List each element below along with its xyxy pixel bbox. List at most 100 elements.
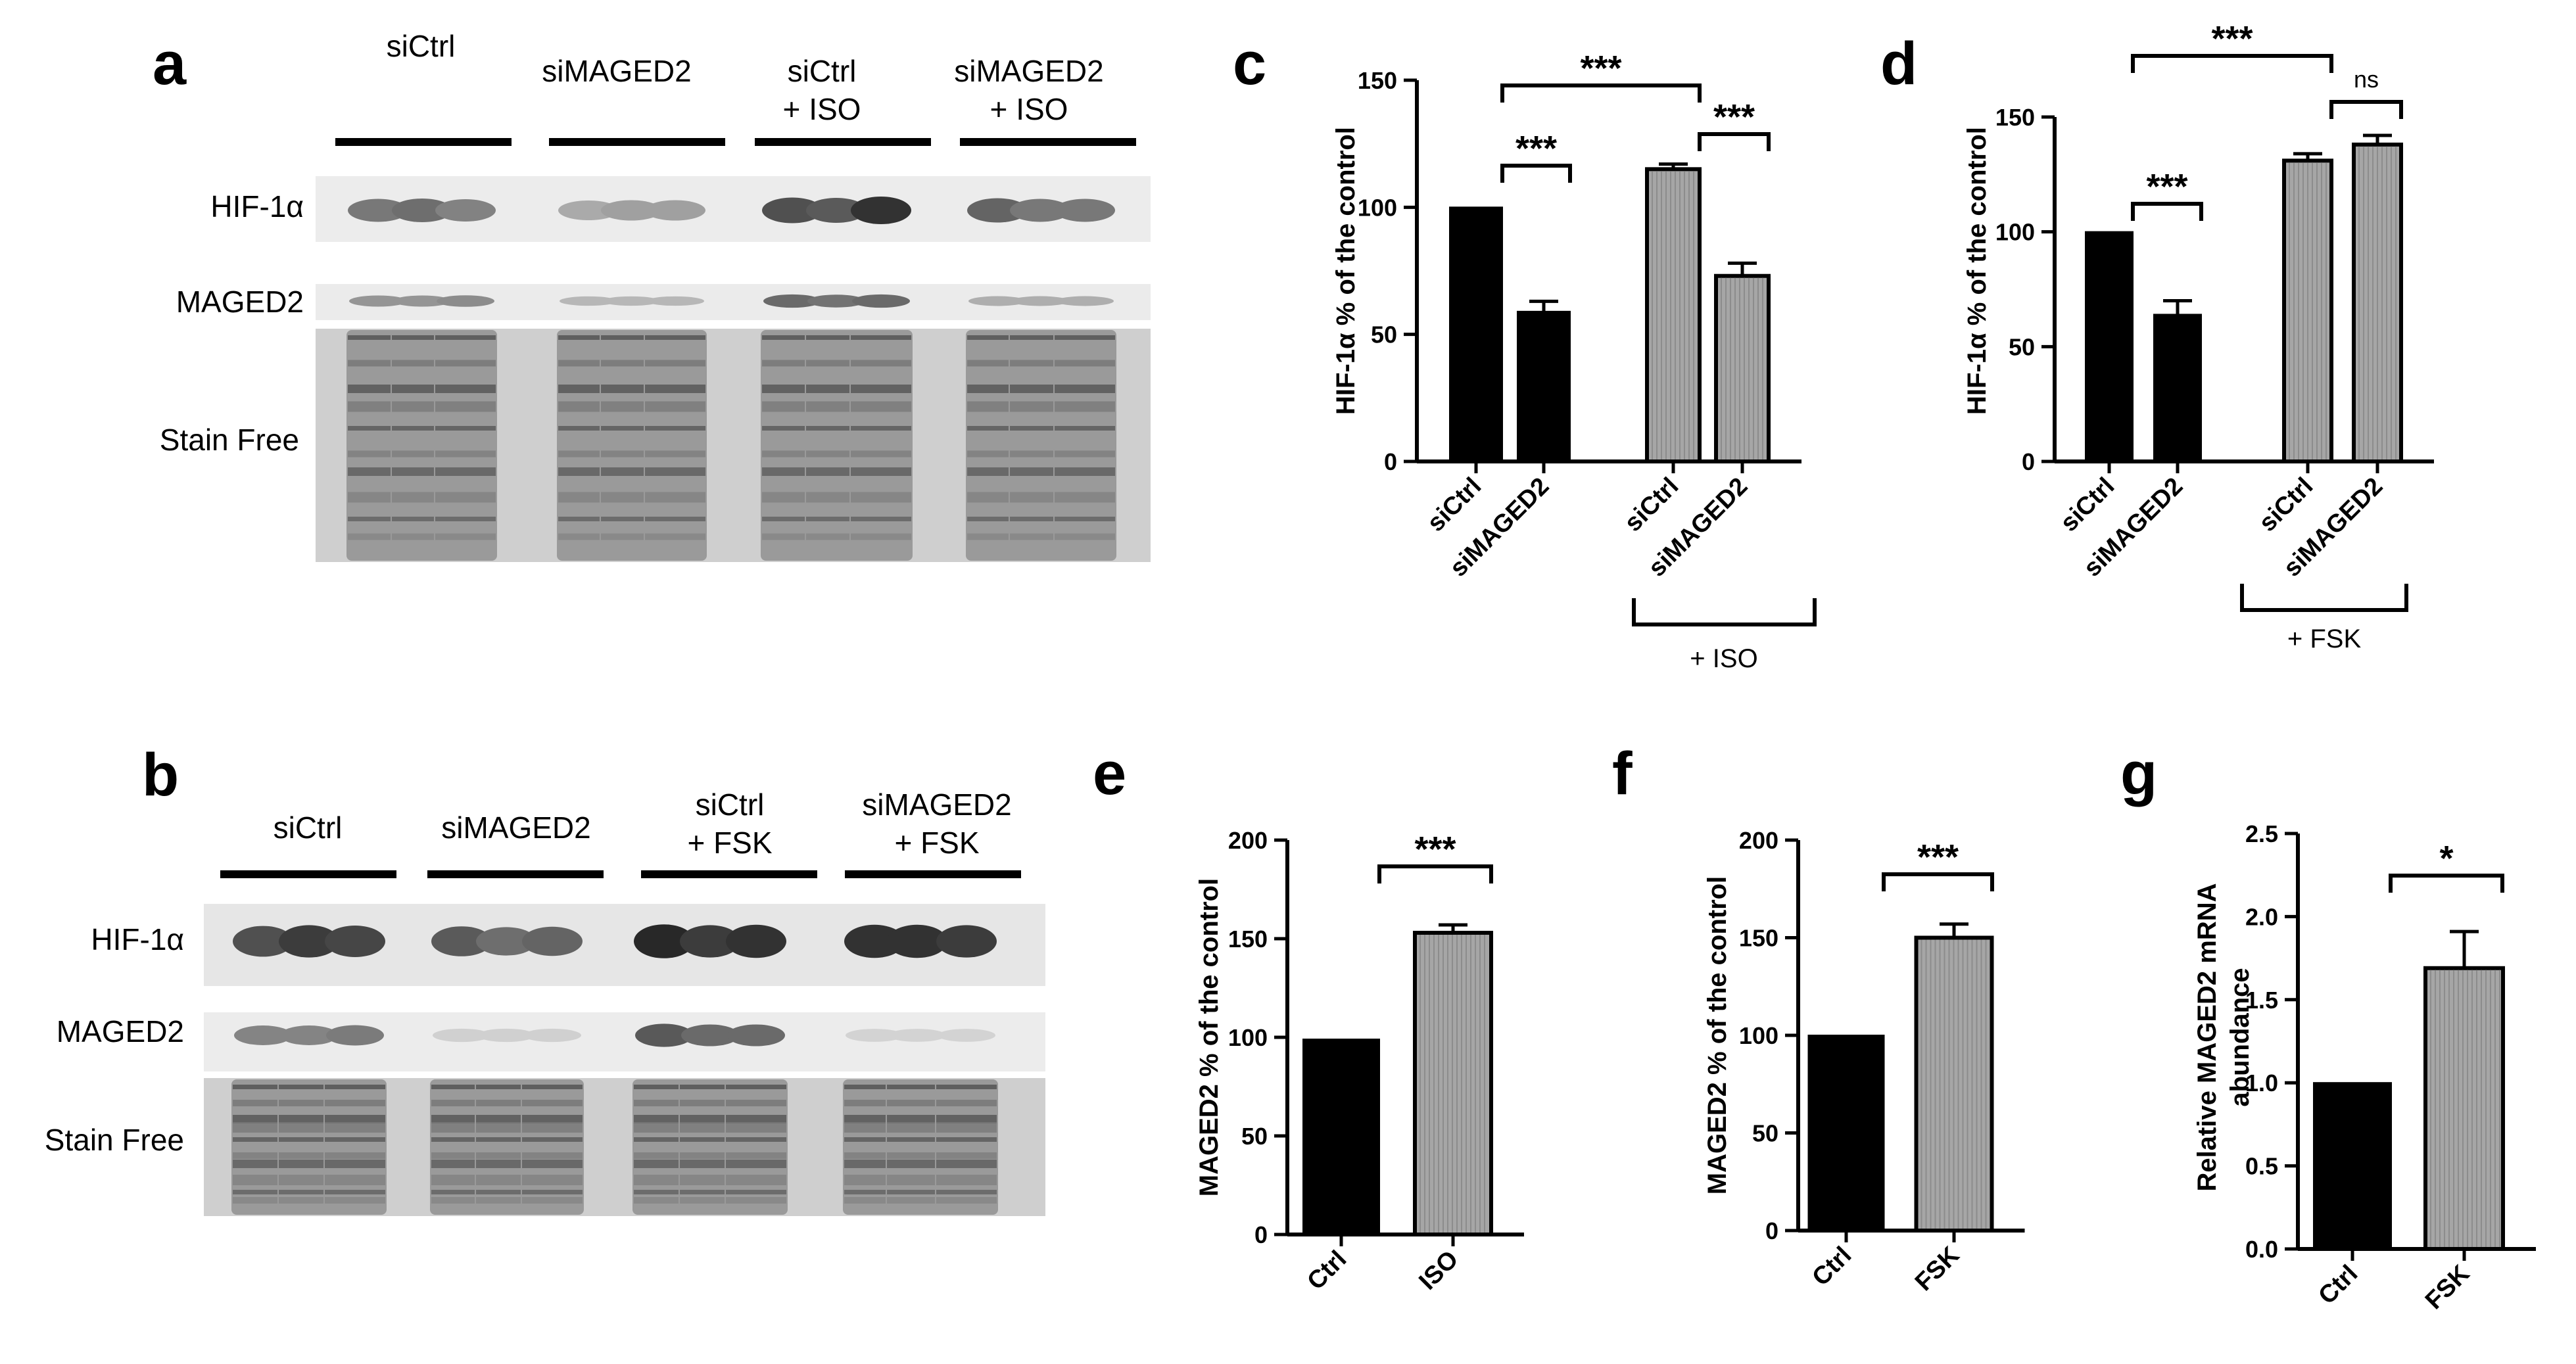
blot-a-maged2-band xyxy=(349,295,407,307)
blot-b-maged2-band xyxy=(280,1025,338,1045)
chart-g-y-label: abundance xyxy=(2226,968,2254,1106)
chart-d-sig-label: *** xyxy=(2211,19,2253,59)
chart-e-sig-label: *** xyxy=(1414,830,1456,869)
chart-g-x-tick-label: Ctrl xyxy=(2313,1260,2363,1310)
chart-d-sig-bracket xyxy=(2131,54,2333,73)
blot-a-maged2-band xyxy=(852,294,910,308)
chart-g-x-tick-label: FSK xyxy=(2420,1259,2475,1315)
blot-a-hif-band xyxy=(1010,199,1070,222)
blot-a-group-4-bar xyxy=(960,138,1136,146)
chart-c-sig-bracket xyxy=(1500,83,1702,103)
blot-a-maged2-band xyxy=(437,295,494,307)
blot-a-group-1-label: siCtrl xyxy=(387,29,456,63)
blot-b-maged2-band xyxy=(888,1029,946,1042)
blot-b-group-1-bar xyxy=(220,870,396,878)
blot-a-group-3-label-line2: + ISO xyxy=(783,92,861,126)
blot-a-maged2-band xyxy=(1011,296,1069,306)
panel-letter-e: e xyxy=(1093,740,1126,807)
chart-c-y-tick-label: 0 xyxy=(1384,448,1397,475)
chart-g-y-tick-label: 0.5 xyxy=(2245,1153,2278,1180)
blot-a-row-stainfree-label: Stain Free xyxy=(160,423,299,457)
blot-a-stainfree-image xyxy=(316,329,1151,562)
blot-b-maged2-band xyxy=(938,1029,995,1042)
blot-b-maged2-band xyxy=(635,1023,693,1047)
chart-c-bar xyxy=(1714,273,1771,463)
chart-c-y-tick-label: 100 xyxy=(1358,194,1397,221)
chart-g-y-tick-label: 2.0 xyxy=(2245,903,2278,930)
chart-g-y-tick-label: 2.5 xyxy=(2245,820,2278,847)
chart-f-bar xyxy=(1807,1035,1885,1231)
chart-e-bar xyxy=(1302,1039,1380,1235)
chart-c-x-tick-label: siCtrl xyxy=(1422,473,1487,537)
blot-b-hif-band xyxy=(279,925,339,958)
chart-e-y-tick-label: 0 xyxy=(1254,1221,1268,1248)
chart-g: g 0.0 0.5 1.0 1.5 2.0 2.5 Relative MAGED2 mRNA a… xyxy=(2120,740,2536,1315)
blot-a-hif-band xyxy=(967,198,1028,223)
blot-a-hif-band xyxy=(762,197,823,223)
chart-c: c 0 50 100 150 HIF-1α % of the control siCtrl s… xyxy=(1233,30,1817,673)
blot-a-maged2-band xyxy=(602,296,660,306)
panel-letter-g: g xyxy=(2120,740,2157,807)
chart-f-sig-label: *** xyxy=(1917,837,1959,877)
blot-b-maged2-band xyxy=(523,1028,581,1043)
panel-a: a siCtrl siMAGED2 siCtrl + ISO siMAGED2 … xyxy=(153,29,1151,562)
blot-b-row-stainfree-label: Stain Free xyxy=(45,1123,184,1157)
blot-b-maged2-band xyxy=(681,1024,739,1047)
blot-b-row-hif-label: HIF-1α xyxy=(91,922,184,956)
chart-d-y-tick-label: 150 xyxy=(1995,104,2035,131)
blot-b-hif-band xyxy=(844,924,905,958)
chart-d-sig-label: ns xyxy=(2354,66,2379,93)
chart-d-sig-bracket xyxy=(2131,202,2203,221)
chart-g-bar xyxy=(2313,1082,2392,1250)
blot-b-maged2-band xyxy=(846,1029,903,1042)
blot-b-row-maged2-label: MAGED2 xyxy=(57,1014,184,1048)
chart-f: f 0 50 100 150 200 MAGED2 % of the control Ctrl… xyxy=(1612,740,2025,1296)
blot-b-maged2-band xyxy=(477,1028,535,1043)
chart-d-y-tick-label: 100 xyxy=(1995,219,2035,246)
chart-g-y-tick-label: 1.5 xyxy=(2245,987,2278,1014)
chart-d-x-tick-label: siCtrl xyxy=(2055,473,2120,537)
chart-d-group-label: + FSK xyxy=(2287,624,2362,653)
chart-d-y-tick-label: 50 xyxy=(2009,333,2035,360)
chart-f-y-tick-label: 200 xyxy=(1739,827,1778,854)
blot-b-hif-band xyxy=(325,926,385,957)
blot-b-hif-band xyxy=(634,924,694,958)
blot-a-group-4-label-line2: + ISO xyxy=(990,92,1068,126)
chart-c-y-tick-label: 50 xyxy=(1371,321,1397,348)
blot-a-hif-band xyxy=(348,199,408,222)
blot-a-hif-band xyxy=(435,199,496,222)
chart-g-sig-bracket xyxy=(2389,874,2504,893)
blot-b-group-2-bar xyxy=(427,870,604,878)
panel-letter-c: c xyxy=(1233,30,1266,97)
blot-b-hif-band xyxy=(680,925,740,958)
chart-d-bar xyxy=(2085,231,2134,462)
chart-c-sig-label: *** xyxy=(1713,97,1755,137)
chart-e-sig-bracket xyxy=(1377,864,1493,883)
chart-d-sig-bracket xyxy=(2329,100,2403,119)
blot-b-hif-band xyxy=(726,924,786,958)
chart-c-bar xyxy=(1517,310,1571,462)
blot-b-group-3-label-line1: siCtrl xyxy=(696,788,765,822)
blot-b-maged2-band xyxy=(727,1024,785,1047)
chart-e-y-tick-label: 100 xyxy=(1228,1024,1268,1051)
chart-c-sig-bracket xyxy=(1500,164,1572,183)
chart-f-y-tick-label: 0 xyxy=(1765,1217,1778,1244)
blot-b-maged2-band xyxy=(234,1025,292,1045)
blot-a-maged2-band xyxy=(393,295,451,307)
blot-b-hif-band xyxy=(431,926,492,956)
panel-letter-a: a xyxy=(153,30,187,97)
chart-f-y-tick-label: 150 xyxy=(1739,925,1778,952)
chart-e-y-label: MAGED2 % of the control xyxy=(1195,878,1224,1196)
blot-b-hif-band xyxy=(936,925,997,958)
blot-a-group-3-bar xyxy=(755,138,931,146)
chart-g-sig-label: * xyxy=(2439,839,2453,878)
chart-f-y-tick-label: 50 xyxy=(1752,1120,1778,1147)
chart-f-sig-bracket xyxy=(1882,872,1994,891)
chart-d-x-tick-label: siCtrl xyxy=(2254,473,2318,537)
chart-c-x-tick-label: siCtrl xyxy=(1619,473,1684,537)
blot-b-group-4-label-line2: + FSK xyxy=(894,826,979,860)
chart-d-bar xyxy=(2153,314,2202,462)
